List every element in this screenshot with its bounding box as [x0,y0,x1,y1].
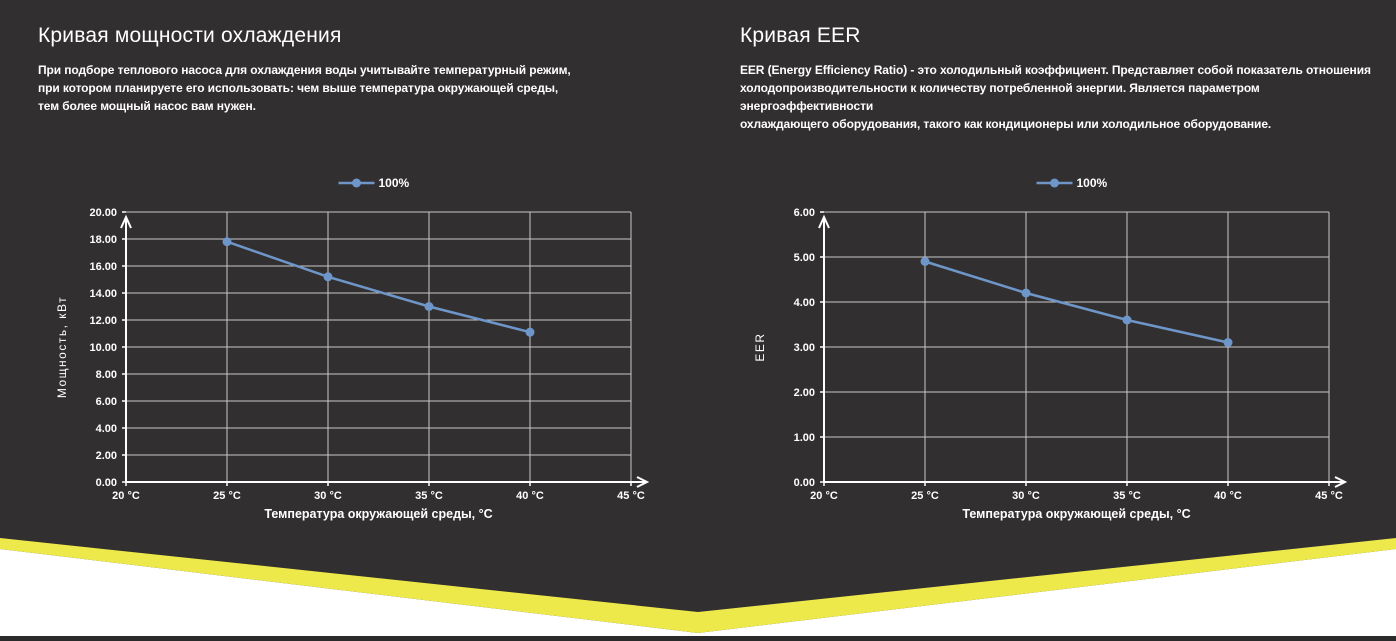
y-tick-label: 12.00 [89,315,117,327]
data-point [1122,315,1132,325]
x-axis-arrow-icon [636,476,650,488]
data-point [323,272,333,282]
y-tick-label: 2.00 [96,450,117,462]
x-tick-label: 20 °C [112,490,140,502]
y-tick-label: 14.00 [89,288,117,300]
cooling-power-chart: 0.00 2.00 4.00 6.00 8.00 10.00 12.00 14.00 16.00… [0,160,698,540]
x-tick-label: 45 °C [1315,490,1343,502]
panel-title-cooling-power: Кривая мощности охлаждения [38,24,342,47]
bottom-section-bar [0,636,1396,641]
x-tick-label: 45 °C [617,490,645,502]
legend-label: 100% [1077,176,1108,190]
y-tick-label: 1.00 [794,432,815,444]
data-point [1223,338,1233,347]
y-axis-title: EER [753,332,767,361]
bottom-chevron-decoration [0,538,1396,641]
y-tick-label: 8.00 [96,369,117,381]
x-tick-label: 30 °C [314,490,342,502]
x-axis-title: Температура окружающей среды, °C [264,507,492,521]
y-tick-label: 6.00 [794,207,815,219]
data-point [525,327,535,337]
x-tick-label: 30 °C [1012,490,1040,502]
y-tick-label: 18.00 [89,234,117,246]
series-line [226,240,531,334]
x-tick-label: 25 °C [213,490,241,502]
panel-description-eer: EER (Energy Efficiency Ratio) - это холо… [740,63,1371,131]
y-tick-label: 5.00 [794,252,815,264]
data-point [424,302,434,311]
y-axis-arrow-icon [120,214,132,229]
data-point [222,237,232,247]
y-tick-label: 2.00 [794,387,815,399]
chart-svg: 0.00 1.00 2.00 3.00 4.00 5.00 6.00 20 °C 25 °C 30… [753,176,1348,521]
y-axis-arrow-icon [818,214,830,229]
legend-marker-icon [352,178,361,188]
legend-marker-icon [1050,178,1059,188]
data-point [1021,288,1031,298]
x-tick-label: 40 °C [516,490,544,502]
y-tick-label: 6.00 [96,396,117,408]
x-tick-label: 35 °C [1113,490,1141,502]
legend-label: 100% [379,176,410,190]
eer-chart: 0.00 1.00 2.00 3.00 4.00 5.00 6.00 20 °C 25 °C 30… [698,160,1396,540]
x-tick-label: 25 °C [911,490,939,502]
y-tick-label: 10.00 [89,342,117,354]
y-tick-label: 0.00 [96,477,117,489]
x-axis-arrow-icon [1334,476,1348,488]
panel-description-cooling-power: При подборе теплового насоса для охлажде… [38,63,571,113]
x-tick-label: 35 °C [415,490,443,502]
y-tick-label: 4.00 [794,297,815,309]
x-tick-label: 20 °C [810,490,838,502]
panel-title-eer: Кривая EER [740,24,861,47]
y-tick-label: 16.00 [89,261,117,273]
y-tick-label: 20.00 [89,207,117,219]
y-tick-label: 3.00 [794,342,815,354]
x-axis-title: Температура окружающей среды, °C [962,507,1190,521]
data-point [920,257,930,266]
chart-svg: 0.00 2.00 4.00 6.00 8.00 10.00 12.00 14.00 16.00… [55,176,650,521]
chevron-white-area [0,549,1396,641]
y-axis-title: Мощность, кВт [55,296,69,398]
chevron-yellow-band [0,538,1396,633]
y-tick-label: 4.00 [96,423,117,435]
x-tick-label: 40 °C [1214,490,1242,502]
y-tick-label: 0.00 [794,477,815,489]
series-line [924,260,1229,344]
